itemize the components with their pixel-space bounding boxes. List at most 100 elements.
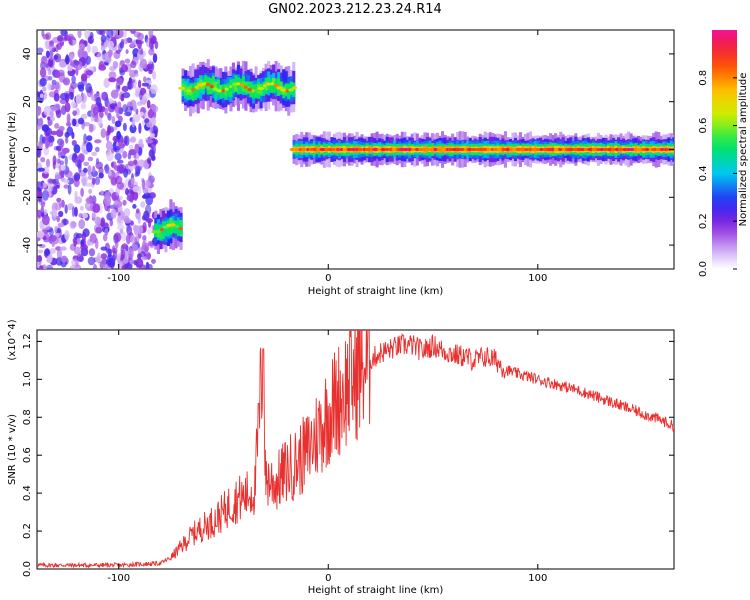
noise-blob <box>95 146 100 153</box>
noise-blob <box>86 196 94 205</box>
noise-blob <box>55 231 60 238</box>
band-core <box>628 147 636 152</box>
noise-blob <box>37 249 44 254</box>
noise-blob <box>73 246 81 255</box>
band-core <box>380 147 386 152</box>
noise-blob <box>145 204 152 216</box>
noise-blob <box>147 63 153 70</box>
spectrogram-layer <box>37 30 674 269</box>
noise-blob <box>128 144 134 150</box>
noise-blob <box>37 47 44 54</box>
band-core <box>273 83 279 87</box>
noise-blob <box>124 58 131 64</box>
noise-blob <box>64 230 70 241</box>
band-core <box>243 85 248 89</box>
noise-blob <box>135 258 144 268</box>
band-core <box>239 83 245 87</box>
noise-blob <box>38 140 43 150</box>
noise-blob <box>59 92 68 101</box>
band-cell <box>161 226 165 235</box>
noise-blob <box>148 30 154 39</box>
noise-blob <box>127 101 133 108</box>
band-cell <box>156 229 160 238</box>
noise-blob <box>48 44 55 52</box>
noise-blob <box>129 259 134 265</box>
noise-blob <box>133 159 138 166</box>
noise-blob <box>100 217 106 228</box>
noise-blob <box>56 215 60 223</box>
noise-blob <box>54 225 58 233</box>
spectrogram-axes: -100 0 100 -40 -20 0 20 40 Height of straight li… <box>7 30 674 297</box>
noise-blob <box>77 236 81 245</box>
band-core <box>308 147 315 152</box>
noise-blob <box>57 158 61 164</box>
noise-blob <box>134 86 141 95</box>
noise-blob <box>53 93 60 102</box>
noise-blob <box>38 197 43 203</box>
noise-blob <box>53 103 61 111</box>
noise-blob <box>49 110 54 118</box>
noise-blob <box>116 112 120 119</box>
noise-blob <box>91 212 96 219</box>
noise-blob <box>122 92 131 99</box>
band-core <box>224 87 229 91</box>
noise-blob <box>62 77 71 86</box>
noise-blob <box>55 70 61 79</box>
band-core <box>251 89 255 93</box>
noise-blob <box>60 255 68 263</box>
band-core <box>186 89 192 93</box>
band-core <box>254 88 260 92</box>
x-tick-label: 0 <box>325 273 331 284</box>
band-core <box>509 147 513 152</box>
band-core <box>362 147 366 152</box>
noise-blob <box>121 85 129 92</box>
noise-blob <box>69 220 77 229</box>
noise-blob <box>122 257 129 264</box>
band-core <box>596 147 600 152</box>
band-core <box>391 147 398 152</box>
noise-blob <box>49 116 56 122</box>
y-tick-label: -40 <box>22 237 33 253</box>
noise-blob <box>137 247 142 254</box>
band-core <box>384 147 389 152</box>
noise-blob <box>121 231 127 242</box>
noise-blob <box>96 96 102 107</box>
noise-blob <box>80 244 88 251</box>
noise-blob <box>144 118 150 124</box>
noise-blob <box>43 225 50 231</box>
noise-blob <box>94 238 99 250</box>
noise-blob <box>118 141 123 149</box>
band-core <box>221 89 225 93</box>
noise-blob <box>135 235 140 246</box>
y-tick-label: 0.2 <box>22 523 33 539</box>
y-axis-label: Frequency (Hz) <box>7 112 18 188</box>
noise-blob <box>41 189 49 201</box>
noise-blob <box>130 30 136 34</box>
noise-blob <box>74 190 78 200</box>
noise-blob <box>143 76 147 83</box>
noise-blob <box>78 84 85 92</box>
band-cell <box>262 83 266 92</box>
noise-blob <box>140 201 146 208</box>
band-core <box>364 147 372 152</box>
band-core <box>306 147 310 152</box>
noise-blob <box>47 68 52 76</box>
band-core <box>481 147 489 152</box>
noise-blob <box>116 159 124 164</box>
noise-blob <box>43 147 50 156</box>
noise-blob <box>125 188 129 196</box>
noise-blob <box>71 101 76 109</box>
band-cell <box>191 84 195 92</box>
x-axis-label: Height of straight line (km) <box>308 286 444 297</box>
noise-blob <box>57 35 64 42</box>
band-core <box>298 147 303 152</box>
noise-blob <box>73 144 81 154</box>
noise-blob <box>52 209 58 217</box>
noise-blob <box>69 53 75 60</box>
band-core <box>155 229 161 234</box>
noise-blob <box>138 47 144 55</box>
noise-blob <box>51 130 58 136</box>
noise-blob <box>128 247 134 259</box>
noise-blob <box>132 204 137 209</box>
band-core <box>618 147 624 152</box>
